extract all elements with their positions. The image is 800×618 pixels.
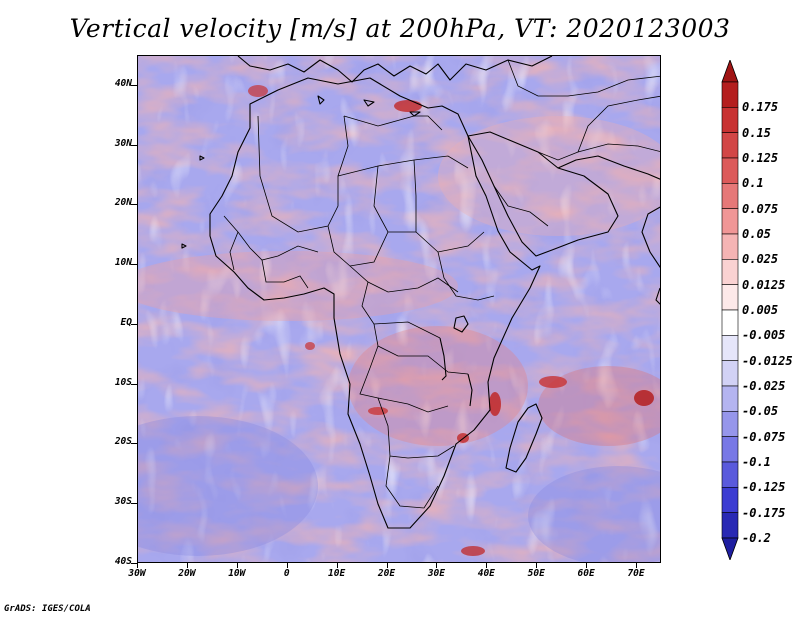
colorbar-swatch <box>721 157 739 184</box>
colorbar-swatch <box>721 107 739 133</box>
lon-tick-mark <box>536 563 537 568</box>
lon-tick-mark <box>387 563 388 568</box>
colorbar-level-label: -0.05 <box>742 404 779 419</box>
colorbar-bottom-cap <box>721 537 739 560</box>
colorbar-swatch <box>721 487 739 513</box>
colorbar-swatch <box>721 183 739 209</box>
colorbar-swatch <box>721 385 739 412</box>
lat-tick-label: 20N <box>114 197 132 209</box>
colorbar-swatch <box>721 512 739 539</box>
colorbar-level-label: -0.005 <box>742 328 786 343</box>
lon-tick-label: 30E <box>427 568 446 579</box>
colorbar-level-label: 0.1 <box>742 176 764 191</box>
lon-tick-label: 0 <box>283 568 290 579</box>
lat-tick-label: 10S <box>114 376 132 388</box>
field-zero-texture <box>138 56 660 562</box>
colorbar-swatch <box>721 411 739 437</box>
colorbar-level-label: 0.175 <box>742 100 779 115</box>
lon-tick-label: 20E <box>377 568 396 579</box>
lat-tick-mark <box>131 563 137 564</box>
lat-tick-mark <box>131 264 137 265</box>
colorbar-swatch <box>721 436 739 463</box>
colorbar-swatch <box>721 360 739 387</box>
lat-tick-mark <box>131 145 137 146</box>
lon-tick-mark <box>187 563 188 568</box>
lon-tick-mark <box>436 563 437 568</box>
colorbar-level-label: -0.025 <box>742 379 786 393</box>
lat-tick-mark <box>131 384 137 385</box>
colorbar-swatch <box>721 284 739 311</box>
chart-title: Vertical velocity [m/s] at 200hPa, VT: 2… <box>69 14 731 43</box>
colorbar-swatch <box>721 335 739 361</box>
colorbar-swatch <box>721 208 739 235</box>
colorbar-swatch <box>721 81 739 108</box>
colorbar-level-label: -0.0125 <box>742 353 793 368</box>
colorbar-level-label: -0.075 <box>742 429 786 444</box>
credit-text: GrADS: IGES/COLA <box>4 604 91 614</box>
colorbar-level-label: -0.175 <box>742 505 786 520</box>
lon-tick-label: 50E <box>527 568 545 579</box>
lat-tick-mark <box>131 204 137 205</box>
lat-tick-label: 40N <box>114 77 132 89</box>
lon-tick-label: 10E <box>328 568 346 579</box>
lon-tick-mark <box>337 563 338 568</box>
colorbar-level-label: 0.005 <box>742 303 779 317</box>
lon-tick-mark <box>137 563 138 568</box>
colorbar-swatch <box>721 132 739 159</box>
lon-tick-mark <box>287 563 288 568</box>
lon-tick-mark <box>586 563 587 568</box>
lon-tick-label: 60E <box>577 568 595 579</box>
lon-tick-label: 30W <box>128 568 146 579</box>
colorbar-level-label: 0.125 <box>742 151 779 165</box>
lat-tick-label: 20S <box>114 436 132 448</box>
coastlines <box>181 56 660 529</box>
colorbar-level-label: 0.075 <box>742 201 779 216</box>
lon-tick-label: 70E <box>627 568 645 579</box>
lon-tick-mark <box>636 563 637 568</box>
colorbar-swatch <box>721 233 739 260</box>
colorbar <box>721 60 739 560</box>
lon-tick-mark <box>486 563 487 568</box>
lat-tick-mark <box>131 324 137 325</box>
lon-tick-label: 20W <box>178 568 196 579</box>
colorbar-level-label: 0.0125 <box>742 277 786 292</box>
lat-tick-mark <box>131 503 137 504</box>
map-panel <box>137 55 661 563</box>
lat-tick-label: 30N <box>114 137 132 149</box>
lat-tick-label: 40S <box>114 556 132 567</box>
colorbar-level-label: -0.1 <box>742 455 771 469</box>
lon-tick-label: 40E <box>477 568 495 579</box>
colorbar-level-label: 0.15 <box>742 125 771 140</box>
vertical-velocity-field <box>138 56 660 562</box>
lon-tick-mark <box>237 563 238 568</box>
lon-tick-label: 10W <box>228 568 246 579</box>
colorbar-top-cap <box>721 60 739 83</box>
colorbar-swatch <box>721 309 739 336</box>
colorbar-level-label: -0.125 <box>742 480 786 495</box>
colorbar-level-label: 0.025 <box>742 252 779 267</box>
lat-tick-mark <box>131 85 137 86</box>
colorbar-level-label: 0.05 <box>742 227 771 241</box>
colorbar-level-label: -0.2 <box>742 531 771 545</box>
lat-tick-label: 30S <box>114 496 132 508</box>
lat-tick-mark <box>131 443 137 444</box>
lat-tick-label: 10N <box>114 257 132 269</box>
lat-tick-label: EQ <box>120 316 132 328</box>
country-borders <box>223 59 660 509</box>
regional-tints <box>138 116 660 562</box>
colorbar-swatch <box>721 259 739 285</box>
colorbar-swatch <box>721 461 739 488</box>
